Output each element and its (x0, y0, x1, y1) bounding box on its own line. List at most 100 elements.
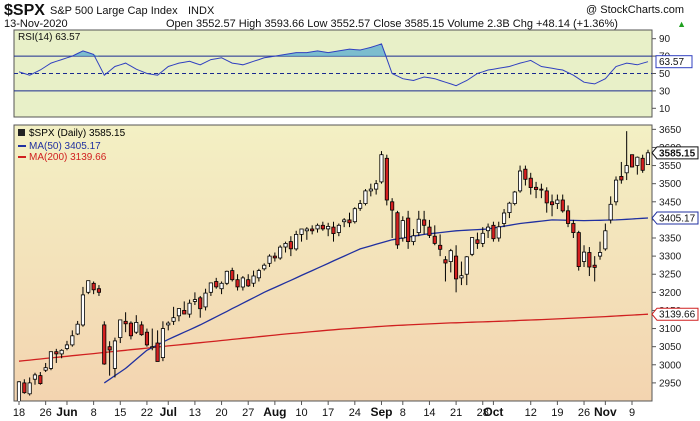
date-tick-label: 22 (141, 407, 153, 419)
candle-body (299, 228, 304, 235)
rsi-value-tag: 63.57 (655, 55, 693, 69)
candle-body (320, 224, 325, 230)
candle-body (112, 340, 118, 369)
candle-body (453, 255, 459, 280)
candle (294, 230, 299, 251)
candle-body (358, 203, 363, 209)
candle-body (80, 294, 86, 326)
candle (374, 180, 379, 195)
candle (267, 254, 272, 267)
candle (592, 256, 597, 282)
candle-body (86, 280, 91, 293)
candle-body (438, 244, 443, 250)
candle-body (400, 220, 405, 239)
candle (576, 230, 581, 271)
candle-body (464, 256, 469, 275)
candle (539, 183, 544, 199)
candle (187, 299, 192, 318)
legend-ma200: MA(200) 3139.66 (29, 152, 107, 163)
candle (208, 282, 213, 296)
candle-body (91, 282, 96, 291)
candle-body (192, 299, 198, 302)
candle-body (534, 186, 539, 190)
candle-body (566, 210, 571, 224)
rsi-tag-value: 63.57 (659, 57, 684, 68)
candle (630, 154, 635, 168)
candle-body (528, 177, 533, 188)
candle-body (187, 302, 192, 315)
price-tick-label: 3300 (659, 252, 682, 263)
candle-body (22, 382, 27, 394)
price-tick-label: 3450 (659, 197, 682, 208)
candle-body (608, 203, 613, 221)
candle-body (38, 375, 43, 385)
candle (203, 288, 208, 311)
candle (192, 292, 198, 306)
candle-body (128, 322, 134, 337)
candle-body (176, 308, 182, 317)
candle-body (304, 228, 309, 232)
date-tick-label: Nov (594, 405, 617, 419)
candle (550, 194, 555, 217)
candle (96, 285, 102, 296)
copyright: @ StockCharts.com (586, 4, 684, 16)
candle (59, 349, 64, 359)
candle (150, 328, 155, 351)
date-tick-label: 26 (578, 407, 590, 419)
candle (38, 372, 43, 385)
candle-body (278, 246, 283, 259)
candle (379, 151, 384, 184)
candle (246, 274, 251, 287)
candle (32, 372, 37, 385)
candle (507, 201, 512, 219)
candle (176, 308, 182, 322)
candle-body (102, 324, 107, 365)
candle (534, 181, 539, 199)
candle-body (54, 351, 59, 355)
candle (501, 209, 507, 228)
date-tick-label: 17 (322, 407, 334, 419)
date-tick-label: Jun (56, 405, 77, 419)
candle (582, 245, 587, 267)
candle (624, 131, 629, 181)
candle (43, 362, 48, 373)
price-tag-close: 3585.15 (651, 146, 699, 159)
candle-body (283, 242, 288, 248)
price-tag-ma200: 3139.66 (651, 307, 699, 321)
candle-body (379, 154, 384, 183)
candle (214, 277, 219, 289)
candle-body (64, 344, 70, 349)
candle-body (374, 183, 379, 190)
candle-body (485, 226, 491, 232)
candle-body (614, 179, 619, 203)
rsi-axis: 9070503010 (652, 34, 671, 115)
candle (464, 256, 469, 286)
price-tick-label: 2950 (659, 378, 682, 389)
candle-body (480, 232, 485, 244)
rsi-tag-box (655, 55, 693, 69)
candle-body (539, 188, 544, 191)
candle (16, 381, 21, 401)
candle-body (150, 346, 155, 349)
date-tick-label: 24 (349, 407, 361, 419)
candle (278, 245, 283, 260)
candle (304, 227, 309, 240)
candle (587, 247, 592, 277)
candle (603, 223, 608, 251)
exchange: INDX (188, 5, 215, 17)
candle (491, 221, 496, 242)
price-tick-label: 3050 (659, 342, 682, 353)
candle (448, 248, 453, 273)
candle-body (294, 233, 299, 250)
candle (395, 210, 400, 249)
candle-body (310, 228, 315, 232)
candle-body (352, 208, 357, 223)
candle-body (459, 275, 464, 279)
candle-body (288, 241, 293, 250)
date-tick-label: 20 (215, 407, 227, 419)
price-legend: $SPX (Daily) 3585.15 MA(50) 3405.17 MA(2… (18, 128, 126, 163)
candle-body (59, 349, 64, 355)
candle-body (592, 264, 597, 268)
candle-body (645, 152, 650, 166)
price-tag-value: 3405.17 (659, 214, 696, 225)
